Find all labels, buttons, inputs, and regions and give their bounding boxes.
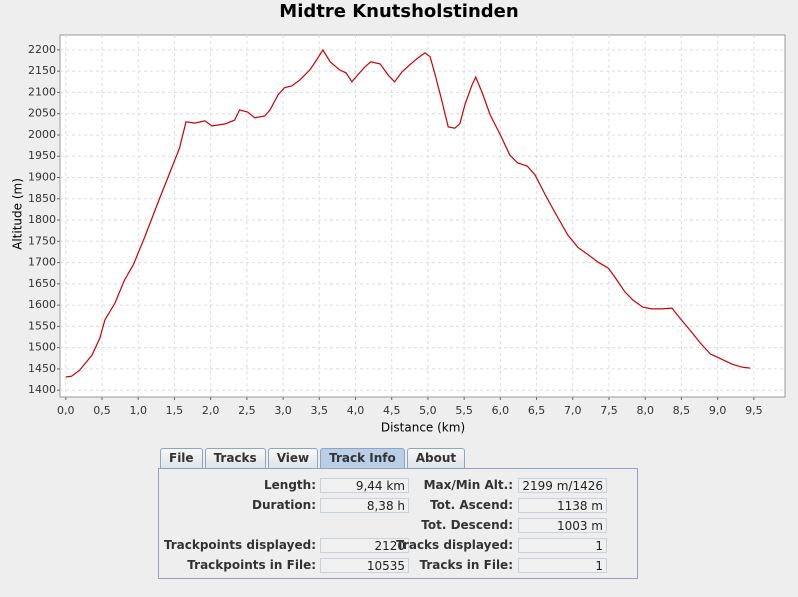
y-tick-label: 1550 [28,319,56,332]
y-tick-label: 1400 [28,383,56,396]
field-label: Max/Min Alt.: [423,478,513,492]
x-tick-label: 4,0 [347,404,365,417]
y-tick-label: 1950 [28,149,56,162]
field-value: 2199 m/1426 m [518,478,607,508]
x-tick-label: 7,5 [600,404,618,417]
y-tick-label: 1850 [28,192,56,205]
x-tick-label: 8,5 [673,404,691,417]
x-tick-label: 8,0 [636,404,654,417]
y-tick-label: 1600 [28,298,56,311]
field-label: Duration: [252,498,316,512]
chart: Midtre Knutsholstinden Distance (km) Alt… [11,1,786,435]
y-tick-label: 1750 [28,234,56,247]
x-tick-label: 7,0 [564,404,582,417]
x-tick-label: 3,5 [311,404,329,417]
x-tick-label: 2,5 [238,404,256,417]
field-value: 9,44 km [320,478,409,493]
y-tick-label: 2150 [28,64,56,77]
field-value: 1138 m [518,498,607,513]
x-tick-label: 2,0 [202,404,220,417]
x-axis-label: Distance (km) [381,421,465,435]
field-value: 8,38 h [320,498,409,513]
track-info-panel: Length: 9,44 km Max/Min Alt.: 2199 m/1426 m… [158,468,638,579]
field-label: Tot. Ascend: [430,498,513,512]
field-label: Trackpoints displayed: [163,538,316,552]
y-tick-label: 1800 [28,213,56,226]
x-tick-label: 1,5 [166,404,184,417]
field-label: Tracks displayed: [396,538,513,552]
y-tick-label: 1700 [28,256,56,269]
x-tick-label: 9,5 [745,404,763,417]
x-tick-label: 6,5 [528,404,546,417]
x-tick-label: 0,0 [57,404,75,417]
x-tick-label: 6,0 [492,404,510,417]
x-tick-label: 1,0 [129,404,147,417]
y-tick-label: 2000 [28,128,56,141]
x-tick-label: 5,0 [419,404,437,417]
tab[interactable]: Track Info [320,448,405,468]
field-value: 1 [518,538,607,553]
tab[interactable]: Tracks [204,448,266,468]
x-tick-label: 0,5 [93,404,111,417]
y-tick-label: 1650 [28,277,56,290]
field-label: Tot. Descend: [421,518,513,532]
tab[interactable]: About [406,448,466,468]
x-tick-label: 5,5 [455,404,473,417]
tab-bar: File Tracks View Track Info About [160,448,467,469]
y-tick-label: 2050 [28,107,56,120]
y-tick-label: 1900 [28,171,56,184]
y-tick-label: 2100 [28,85,56,98]
y-tick-label: 2200 [28,43,56,56]
field-value: 2120 [320,538,409,553]
tab[interactable]: View [267,448,319,468]
y-axis-label: Altitude (m) [11,178,25,250]
field-label: Tracks in File: [419,558,514,572]
field-label: Length: [264,478,316,492]
field-value: 10535 [320,558,409,573]
field-label: Trackpoints in File: [187,558,316,572]
altitude-line [65,48,751,378]
x-tick-label: 4,5 [383,404,401,417]
plot-area [59,34,786,398]
chart-title: Midtre Knutsholstinden [279,1,518,22]
x-tick-label: 9,0 [709,404,727,417]
tab[interactable]: File [160,448,203,468]
x-tick-label: 3,0 [274,404,292,417]
y-tick-label: 1500 [28,341,56,354]
y-tick-label: 1450 [28,362,56,375]
field-value: 1 [518,558,607,573]
field-value: 1003 m [518,518,607,533]
